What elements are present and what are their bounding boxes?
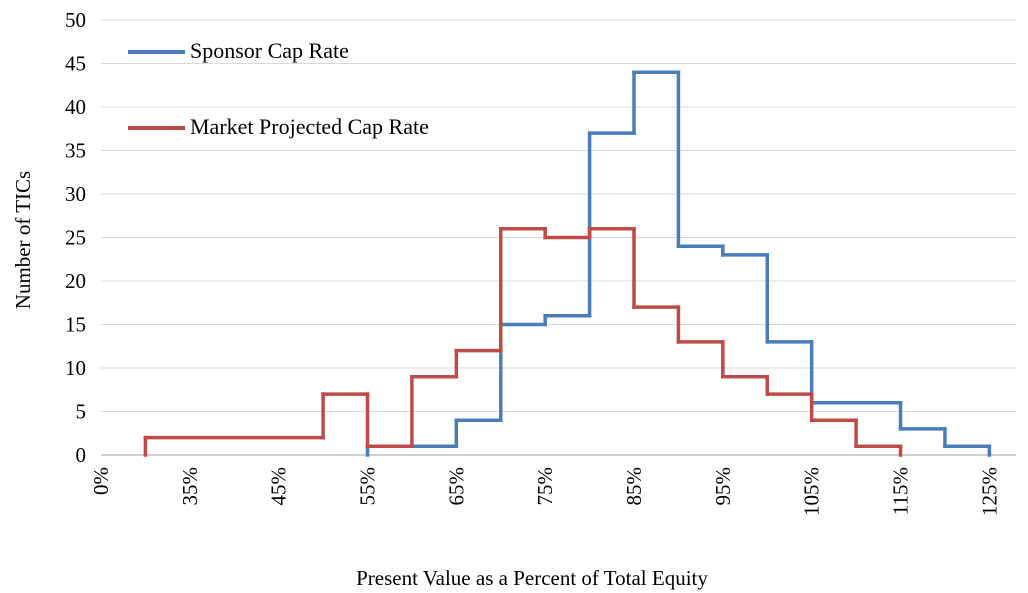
x-axis-title: Present Value as a Percent of Total Equi… bbox=[356, 566, 708, 590]
x-tick-label: 65% bbox=[444, 467, 468, 506]
x-tick-label: 55% bbox=[356, 467, 380, 506]
x-tick-label: 45% bbox=[267, 467, 291, 506]
y-tick-label: 5 bbox=[76, 400, 87, 424]
x-tick-label: 75% bbox=[533, 467, 557, 506]
x-tick-label: 85% bbox=[622, 467, 646, 506]
legend-label: Sponsor Cap Rate bbox=[190, 38, 349, 63]
y-tick-label: 50 bbox=[65, 8, 86, 32]
y-axis-title: Number of TICs bbox=[11, 171, 35, 309]
y-tick-label: 30 bbox=[65, 182, 86, 206]
y-tick-label: 25 bbox=[65, 226, 86, 250]
y-tick-label: 35 bbox=[65, 139, 86, 163]
y-tick-label: 40 bbox=[65, 95, 86, 119]
y-tick-label: 15 bbox=[65, 313, 86, 337]
y-tick-label: 45 bbox=[65, 52, 86, 76]
x-tick-label: 0% bbox=[89, 467, 113, 495]
x-tick-label: 95% bbox=[711, 467, 735, 506]
x-tick-label: 115% bbox=[889, 467, 913, 515]
x-tick-label: 35% bbox=[178, 467, 202, 506]
y-tick-label: 0 bbox=[76, 443, 87, 467]
legend-label: Market Projected Cap Rate bbox=[190, 114, 429, 139]
y-tick-label: 20 bbox=[65, 269, 86, 293]
x-tick-label: 105% bbox=[800, 467, 824, 516]
y-tick-label: 10 bbox=[65, 356, 86, 380]
x-tick-label: 125% bbox=[977, 467, 1001, 516]
